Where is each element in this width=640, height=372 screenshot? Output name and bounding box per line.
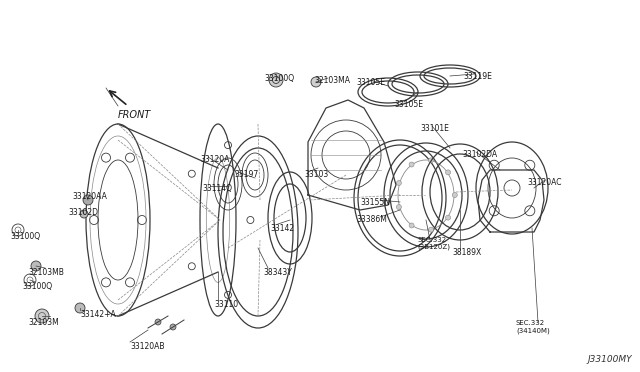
Circle shape [409,162,414,167]
Circle shape [429,158,433,163]
Circle shape [445,170,451,175]
Circle shape [170,324,176,330]
Text: 33100Q: 33100Q [10,232,40,241]
Text: 33155N: 33155N [360,198,390,207]
Circle shape [75,303,85,313]
Circle shape [80,210,88,218]
Circle shape [83,195,93,205]
Text: 38343Y: 38343Y [263,268,292,277]
Text: 33142+A: 33142+A [80,310,116,319]
Text: 33386M: 33386M [356,215,387,224]
Text: 33120AC: 33120AC [527,178,561,187]
Circle shape [31,261,41,271]
Text: 33100Q: 33100Q [264,74,294,83]
Text: 32103M: 32103M [28,318,59,327]
Circle shape [452,192,458,198]
Text: 38189X: 38189X [452,248,481,257]
Circle shape [155,319,161,325]
Text: 32103MA: 32103MA [314,76,350,85]
Text: 33119E: 33119E [463,72,492,81]
Text: SEC.332
(3B120Z): SEC.332 (3B120Z) [417,237,450,250]
Text: 33120A: 33120A [200,155,229,164]
Text: 32103MB: 32103MB [28,268,64,277]
Text: J33100MY: J33100MY [588,355,632,364]
Text: 33105E: 33105E [394,100,423,109]
Text: 33120AA: 33120AA [72,192,107,201]
Circle shape [35,309,49,323]
Text: 33110: 33110 [214,300,238,309]
Text: 33101E: 33101E [420,124,449,133]
Text: 33142: 33142 [270,224,294,233]
Circle shape [269,73,283,87]
Text: 33114Q: 33114Q [202,184,232,193]
Text: 33197: 33197 [234,170,259,179]
Circle shape [396,180,401,186]
Text: FRONT: FRONT [118,110,151,120]
Text: 33103: 33103 [304,170,328,179]
Circle shape [311,77,321,87]
Text: 33100Q: 33100Q [22,282,52,291]
Circle shape [396,205,401,209]
Text: SEC.332
(34140M): SEC.332 (34140M) [516,320,550,334]
Circle shape [429,227,433,232]
Text: 33120AB: 33120AB [130,342,164,351]
Circle shape [445,215,451,220]
Text: 33105E: 33105E [356,78,385,87]
Text: 33102D: 33102D [68,208,98,217]
Text: 33102DA: 33102DA [462,150,497,159]
Circle shape [409,223,414,228]
